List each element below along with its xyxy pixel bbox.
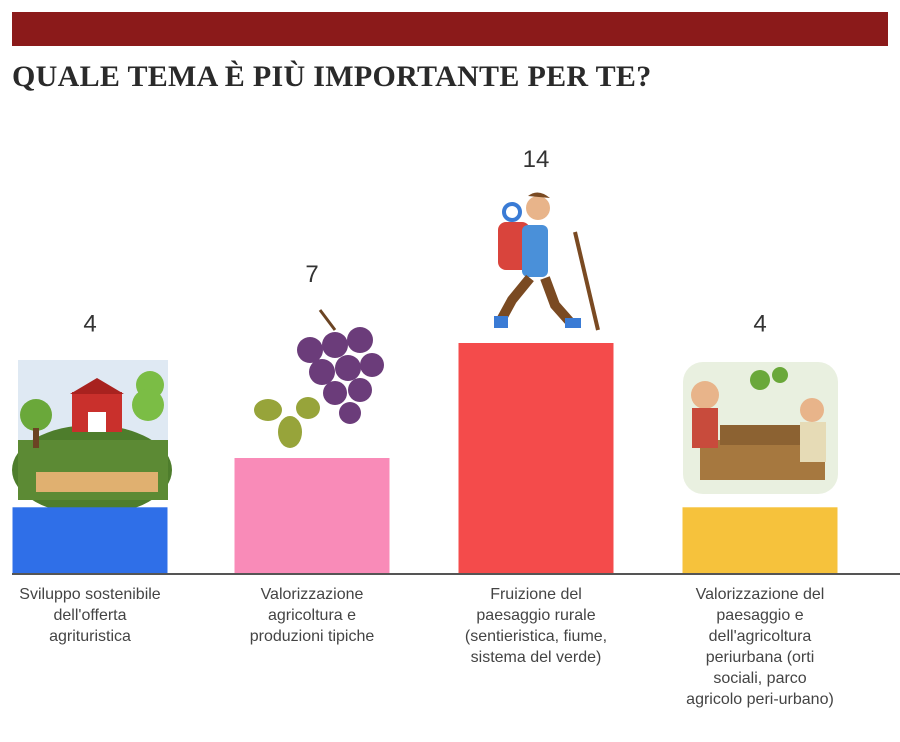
category-label: Fruizione del paesaggio rurale (sentieri…: [461, 584, 611, 668]
value-label: 14: [523, 146, 550, 173]
hiker-illustration: [494, 192, 598, 330]
value-label: 4: [83, 310, 96, 337]
value-label: 7: [305, 261, 318, 288]
farm-illustration: [12, 360, 172, 515]
bar: [235, 458, 390, 573]
category-label: Sviluppo sostenibile dell'offerta agritu…: [15, 584, 165, 647]
bar: [13, 507, 168, 573]
grapes-illustration: [254, 310, 384, 448]
category-label: Valorizzazione agricoltura e produzioni …: [237, 584, 387, 647]
garden-illustration: [683, 362, 838, 494]
page: QUALE TEMA È PIÙ IMPORTANTE PER TE?: [0, 0, 900, 742]
value-label: 4: [753, 310, 766, 337]
bar: [683, 507, 838, 573]
bar: [459, 343, 614, 573]
category-label: Valorizzazione del paesaggio e dell'agri…: [685, 584, 835, 710]
